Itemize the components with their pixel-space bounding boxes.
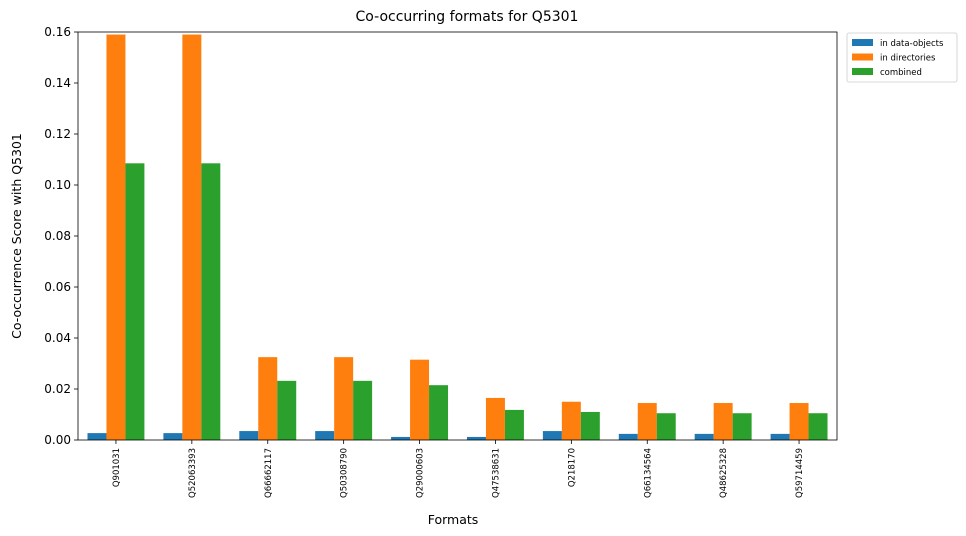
legend-swatch <box>852 39 873 46</box>
bar-in-data-objects-Q29000603 <box>391 436 411 440</box>
x-tick-label: Q47538631 <box>491 448 501 498</box>
bar-in-data-objects-Q218170 <box>542 431 562 440</box>
bar-in-directories-Q29000603 <box>410 359 430 440</box>
bar-combined-Q50308790 <box>353 380 373 440</box>
plot-frame <box>77 31 838 441</box>
bar-in-data-objects-Q52063393 <box>163 433 183 440</box>
bar-combined-Q52063393 <box>201 163 221 440</box>
legend-frame <box>846 32 958 83</box>
x-axis: Q901031 Q52063393 Q66662117 Q50308790 Q29000… <box>112 440 805 498</box>
legend: in data-objects in directories combined <box>846 32 958 83</box>
y-tick-label: 0.06 <box>44 280 71 294</box>
bar-combined-Q66662117 <box>277 380 297 440</box>
y-tick-label: 0.02 <box>44 382 71 396</box>
x-axis-label: Formats <box>428 512 479 527</box>
bar-combined-Q59714459 <box>808 413 828 440</box>
bar-combined-Q29000603 <box>429 385 449 440</box>
y-tick-label: 0.00 <box>44 433 71 447</box>
bar-in-directories-Q48625328 <box>713 403 733 440</box>
x-tick-label: Q218170 <box>567 448 577 487</box>
y-tick-label: 0.08 <box>44 229 71 243</box>
legend-label: combined <box>880 68 922 78</box>
bar-combined-Q218170 <box>580 411 600 440</box>
bar-in-data-objects-Q66134564 <box>618 433 638 440</box>
x-tick-label: Q901031 <box>112 448 122 487</box>
x-tick-label: Q59714459 <box>795 448 805 498</box>
y-tick-label: 0.04 <box>44 331 71 345</box>
y-tick-label: 0.12 <box>44 127 71 141</box>
bar-combined-Q48625328 <box>732 413 752 440</box>
x-tick-label: Q48625328 <box>719 448 729 498</box>
x-tick-label: Q52063393 <box>188 448 198 498</box>
y-axis-label: Co-occurrence Score with Q5301 <box>9 133 24 339</box>
bar-in-directories-Q47538631 <box>485 397 505 440</box>
bar-in-data-objects-Q50308790 <box>315 431 335 440</box>
bar-in-data-objects-Q901031 <box>87 433 107 440</box>
bar-combined-Q901031 <box>125 163 145 440</box>
bar-in-data-objects-Q59714459 <box>770 433 790 440</box>
x-tick-label: Q66134564 <box>643 448 653 498</box>
x-tick-label: Q66662117 <box>264 448 274 498</box>
legend-label: in directories <box>880 54 936 64</box>
bar-in-directories-Q52063393 <box>182 34 202 441</box>
legend-label: in data-objects <box>880 39 944 49</box>
y-tick-label: 0.10 <box>44 178 71 192</box>
bar-in-data-objects-Q48625328 <box>694 433 714 440</box>
x-tick-label: Q29000603 <box>416 448 426 498</box>
y-tick-label: 0.14 <box>44 76 71 90</box>
bar-in-directories-Q218170 <box>561 401 581 440</box>
y-tick-label: 0.16 <box>44 25 71 39</box>
y-axis: 0.00 0.02 0.04 0.06 0.08 0.10 0.12 0.14 0.16 <box>44 25 78 447</box>
bar-combined-Q66134564 <box>656 413 676 440</box>
bar-in-data-objects-Q47538631 <box>466 436 486 440</box>
bars-group <box>87 34 828 441</box>
bar-in-data-objects-Q66662117 <box>239 431 259 440</box>
bar-combined-Q47538631 <box>504 409 524 440</box>
bar-in-directories-Q901031 <box>106 34 126 441</box>
legend-swatch <box>852 68 873 75</box>
x-tick-label: Q50308790 <box>340 448 350 498</box>
bar-in-directories-Q66662117 <box>258 357 278 441</box>
bar-in-directories-Q59714459 <box>789 403 809 440</box>
bar-in-directories-Q66134564 <box>637 403 657 440</box>
bar-in-directories-Q50308790 <box>334 357 354 441</box>
legend-swatch <box>852 53 873 61</box>
chart-title: Co-occurring formats for Q5301 <box>356 9 579 25</box>
